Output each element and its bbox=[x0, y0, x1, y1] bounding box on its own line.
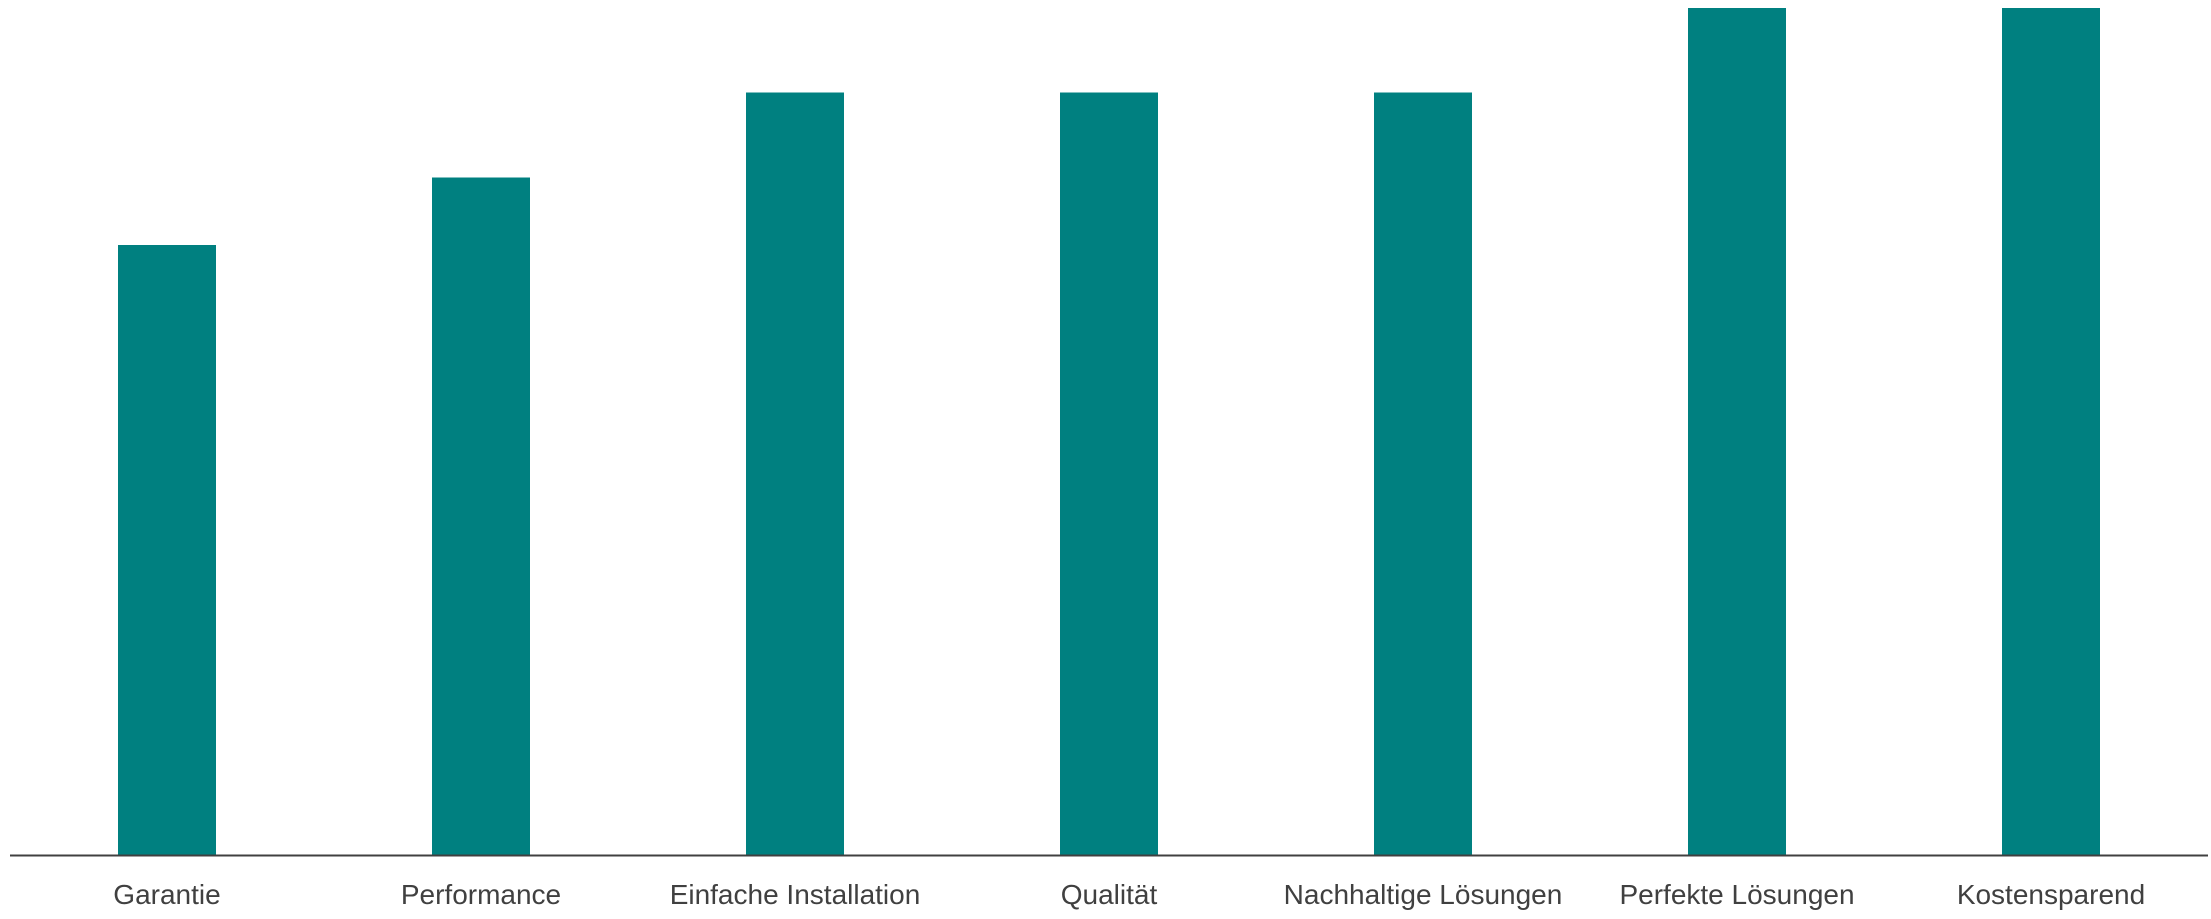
bar bbox=[746, 92, 844, 855]
x-tick-label: Performance bbox=[401, 879, 561, 910]
x-tick-label: Kostensparend bbox=[1957, 879, 2145, 910]
x-tick-label: Einfache Installation bbox=[670, 879, 921, 910]
x-tick-label: Qualität bbox=[1061, 879, 1158, 910]
bar bbox=[432, 177, 530, 855]
bar-group bbox=[118, 8, 2100, 855]
bar bbox=[1060, 92, 1158, 855]
bar bbox=[118, 245, 216, 855]
x-tick-labels: Garantie Performance Einfache Installation… bbox=[113, 879, 2145, 910]
x-tick-label: Perfekte Lösungen bbox=[1619, 879, 1854, 910]
bar bbox=[1374, 92, 1472, 855]
x-tick-label: Nachhaltige Lösungen bbox=[1284, 879, 1563, 910]
bar bbox=[2002, 8, 2100, 855]
x-tick-label: Garantie bbox=[113, 879, 220, 910]
bar bbox=[1688, 8, 1786, 855]
